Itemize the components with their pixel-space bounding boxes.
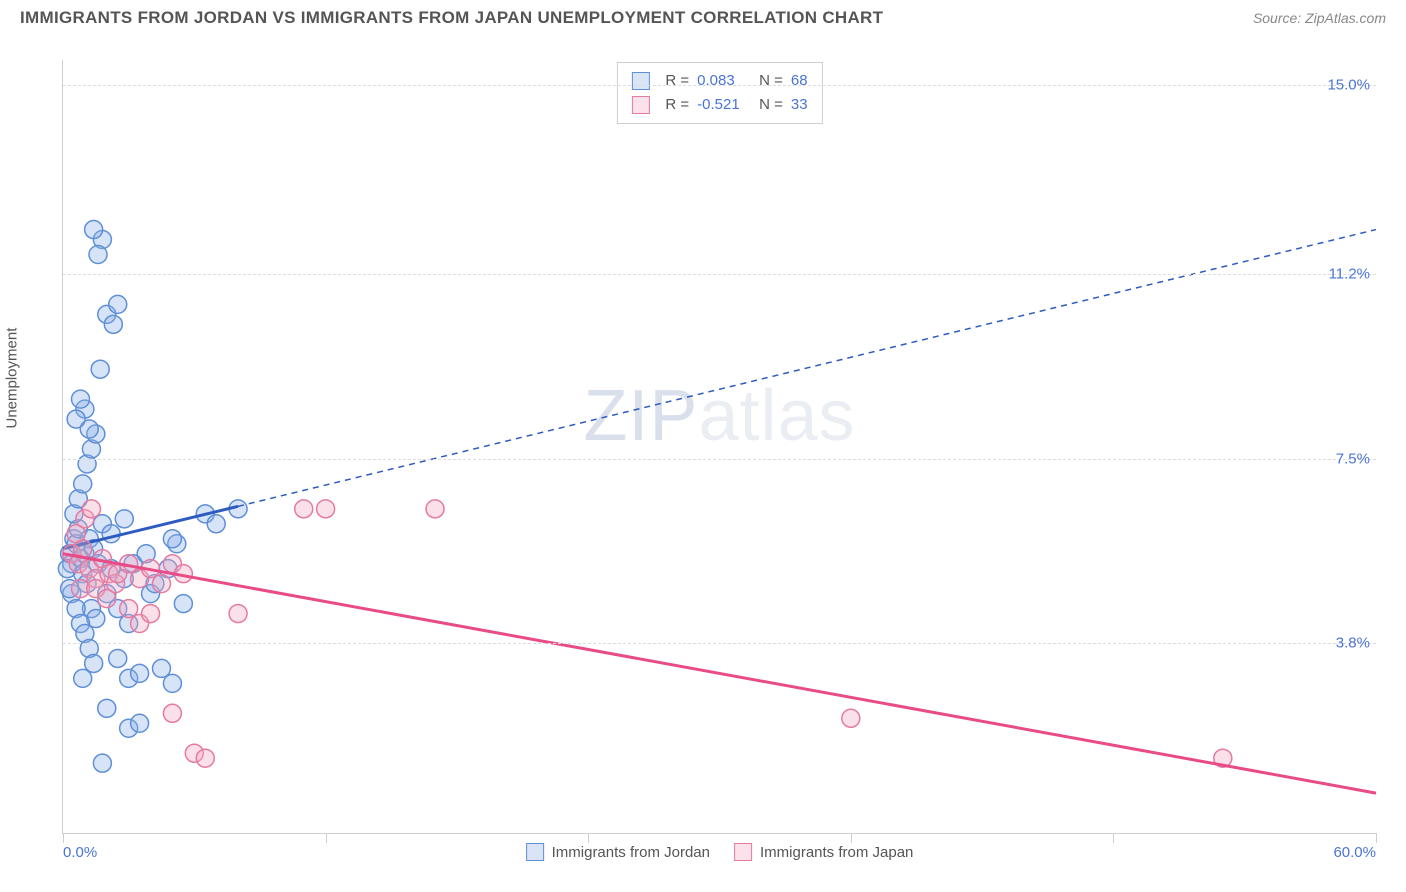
scatter-point-jordan — [72, 390, 90, 408]
x-tick — [588, 833, 589, 843]
scatter-point-jordan — [104, 315, 122, 333]
scatter-point-japan — [295, 500, 313, 518]
plot-svg — [63, 60, 1376, 833]
scatter-point-jordan — [109, 649, 127, 667]
scatter-point-jordan — [91, 360, 109, 378]
legend-swatch — [526, 843, 544, 861]
x-tick — [1376, 833, 1377, 843]
scatter-point-jordan — [74, 475, 92, 493]
x-axis-max-label: 60.0% — [1333, 844, 1376, 861]
source-label: Source: ZipAtlas.com — [1253, 10, 1386, 26]
y-tick-label: 3.8% — [1336, 635, 1370, 652]
scatter-point-japan — [82, 500, 100, 518]
scatter-point-jordan — [163, 674, 181, 692]
scatter-point-japan — [142, 605, 160, 623]
legend-item-japan: Immigrants from Japan — [734, 843, 913, 861]
r-label: R = — [665, 93, 689, 117]
gridline — [63, 459, 1376, 460]
scatter-point-japan — [163, 704, 181, 722]
r-value: -0.521 — [697, 93, 751, 117]
scatter-point-jordan — [93, 754, 111, 772]
scatter-point-jordan — [174, 595, 192, 613]
legend-swatch — [734, 843, 752, 861]
scatter-point-japan — [152, 575, 170, 593]
scatter-point-jordan — [74, 669, 92, 687]
x-tick — [326, 833, 327, 843]
scatter-point-japan — [426, 500, 444, 518]
n-label: N = — [759, 93, 783, 117]
legend-label: Immigrants from Japan — [760, 844, 913, 861]
scatter-point-jordan — [98, 699, 116, 717]
legend-swatch — [631, 72, 649, 90]
scatter-point-jordan — [152, 659, 170, 677]
y-axis-label: Unemployment — [4, 328, 21, 429]
n-label: N = — [759, 69, 783, 93]
trend-line-japan — [63, 554, 1376, 793]
scatter-point-japan — [229, 605, 247, 623]
scatter-point-jordan — [109, 295, 127, 313]
gridline — [63, 85, 1376, 86]
legend-row-jordan: R = 0.083 N = 68 — [631, 69, 807, 93]
x-axis-min-label: 0.0% — [63, 844, 97, 861]
scatter-point-jordan — [89, 245, 107, 263]
scatter-point-japan — [120, 600, 138, 618]
gridline — [63, 643, 1376, 644]
scatter-point-jordan — [207, 515, 225, 533]
y-tick-label: 15.0% — [1327, 76, 1370, 93]
y-tick-label: 11.2% — [1329, 266, 1370, 283]
legend-item-jordan: Immigrants from Jordan — [526, 843, 710, 861]
scatter-point-jordan — [131, 714, 149, 732]
y-tick-label: 7.5% — [1336, 450, 1370, 467]
legend-swatch — [631, 96, 649, 114]
chart-container: Unemployment ZIPatlas R =0.083N =68R =-0… — [20, 40, 1386, 880]
correlation-legend: R = 0.083 N = 68 R = -0.521 N = 33 — [616, 62, 822, 124]
x-tick — [851, 833, 852, 843]
trend-dash-jordan — [238, 230, 1376, 507]
n-value: 68 — [791, 69, 808, 93]
legend-row-japan: R = -0.521 N = 33 — [631, 93, 807, 117]
scatter-point-jordan — [115, 510, 133, 528]
x-tick — [1113, 833, 1114, 843]
plot-area: ZIPatlas R =0.083N =68R =-0.521N =33 0.0… — [62, 60, 1376, 834]
scatter-point-japan — [98, 590, 116, 608]
scatter-point-jordan — [85, 221, 103, 239]
series-legend: Immigrants from Jordan Immigrants from Ja… — [526, 843, 914, 861]
n-value: 33 — [791, 93, 808, 117]
scatter-point-jordan — [163, 530, 181, 548]
scatter-point-japan — [196, 749, 214, 767]
r-value: 0.083 — [697, 69, 751, 93]
legend-label: Immigrants from Jordan — [552, 844, 710, 861]
scatter-point-jordan — [67, 410, 85, 428]
scatter-point-jordan — [85, 654, 103, 672]
scatter-point-japan — [842, 709, 860, 727]
r-label: R = — [665, 69, 689, 93]
x-tick — [63, 833, 64, 843]
chart-title: IMMIGRANTS FROM JORDAN VS IMMIGRANTS FRO… — [20, 8, 883, 28]
scatter-point-jordan — [131, 664, 149, 682]
scatter-point-japan — [317, 500, 335, 518]
gridline — [63, 274, 1376, 275]
